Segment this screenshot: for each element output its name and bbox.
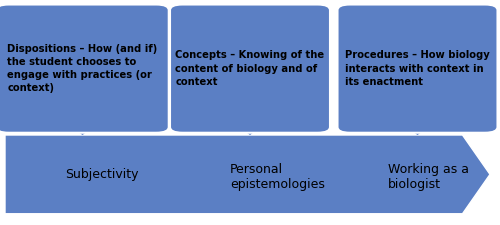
FancyBboxPatch shape: [338, 4, 498, 133]
Polygon shape: [244, 126, 256, 127]
Polygon shape: [5, 135, 490, 214]
Text: Concepts – Knowing of the
content of biology and of
context: Concepts – Knowing of the content of bio…: [176, 50, 324, 87]
Text: Subjectivity: Subjectivity: [65, 168, 138, 181]
Polygon shape: [412, 126, 423, 127]
Polygon shape: [406, 126, 429, 135]
FancyBboxPatch shape: [0, 4, 168, 133]
FancyBboxPatch shape: [170, 4, 330, 133]
Text: Personal
epistemologies: Personal epistemologies: [230, 163, 325, 191]
Text: Procedures – How biology
interacts with context in
its enactment: Procedures – How biology interacts with …: [345, 50, 490, 87]
Text: Dispositions – How (and if)
the student chooses to
engage with practices (or
con: Dispositions – How (and if) the student …: [8, 44, 158, 93]
Polygon shape: [238, 126, 262, 135]
Polygon shape: [77, 126, 88, 127]
Polygon shape: [70, 126, 94, 135]
Text: Working as a
biologist: Working as a biologist: [388, 163, 468, 191]
